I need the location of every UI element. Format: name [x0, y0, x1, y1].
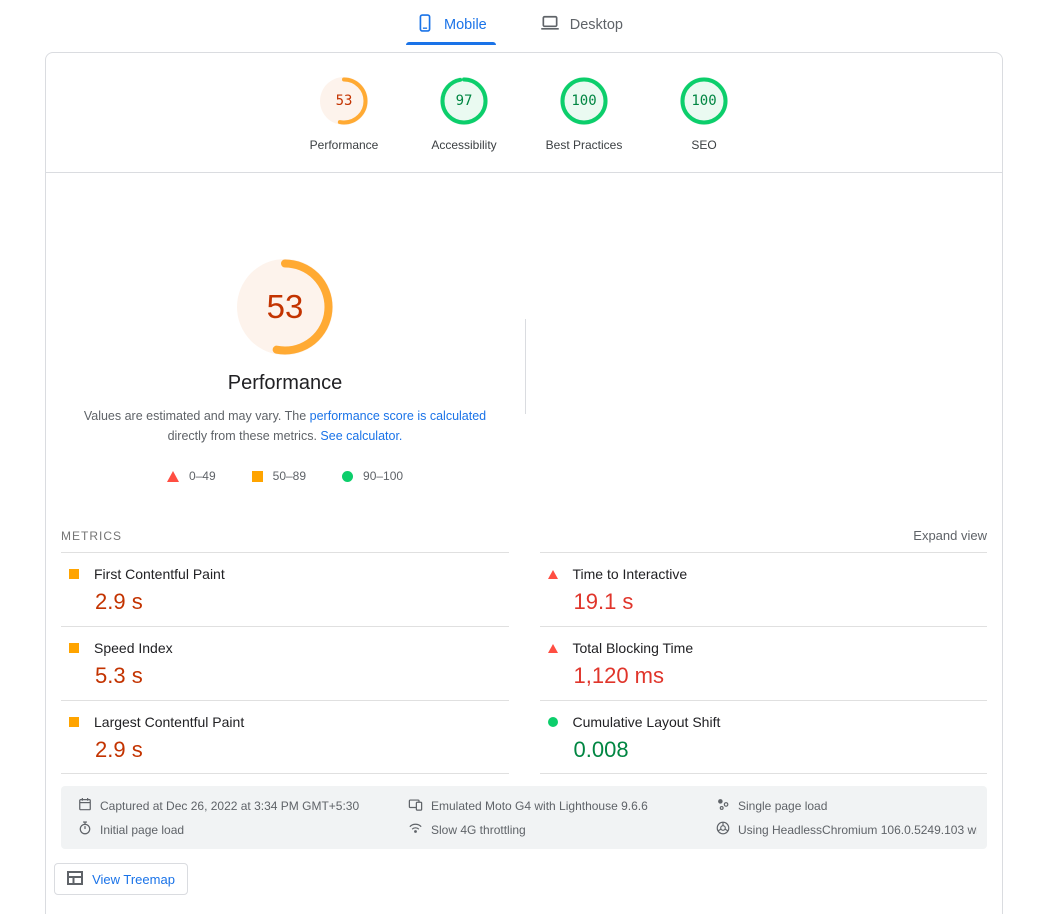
summary-left-column: 53 Performance Values are estimated and …: [46, 173, 524, 518]
metric-value: 19.1 s: [574, 589, 988, 615]
env-single-page-load: Single page load: [716, 797, 977, 814]
desktop-laptop-icon: [539, 13, 561, 38]
env-text: Slow 4G throttling: [431, 823, 526, 837]
metric-speed-index: Speed Index 5.3 s: [61, 626, 509, 700]
square-icon: [69, 717, 79, 727]
summary-description: Values are estimated and may vary. The p…: [70, 406, 500, 446]
legend-good-range: 90–100: [342, 469, 403, 483]
metric-value: 2.9 s: [95, 589, 509, 615]
metric-name: Speed Index: [94, 640, 173, 656]
devices-icon: [408, 797, 423, 814]
legend-fail-range: 0–49: [167, 469, 216, 483]
score-value: 100: [560, 77, 608, 125]
metric-name: Cumulative Layout Shift: [573, 714, 721, 730]
performance-summary: 53 Performance Values are estimated and …: [46, 173, 1002, 518]
tab-mobile-underline: [406, 42, 496, 45]
expand-view-button[interactable]: Expand view: [913, 528, 987, 543]
desc-text: directly from these metrics.: [168, 429, 321, 443]
score-value: 97: [440, 77, 488, 125]
vertical-divider: [525, 319, 526, 414]
big-gauge-score: 53: [237, 259, 333, 355]
device-tabs: Mobile Desktop: [0, 0, 1038, 45]
desc-text: Values are estimated and may vary. The: [84, 409, 310, 423]
stopwatch-icon: [78, 821, 92, 838]
metric-first-contentful-paint: First Contentful Paint 2.9 s: [61, 552, 509, 626]
tab-desktop-label: Desktop: [570, 17, 623, 33]
score-value: 53: [320, 77, 368, 125]
metric-time-to-interactive: Time to Interactive 19.1 s: [540, 552, 988, 626]
triangle-icon: [167, 471, 179, 482]
env-emulated-device: Emulated Moto G4 with Lighthouse 9.6.6: [408, 797, 716, 814]
summary-right-column: [524, 173, 1002, 518]
score-legend: 0–49 50–89 90–100: [167, 469, 403, 483]
page-load-icon: [716, 797, 730, 814]
legend-range-label: 90–100: [363, 469, 403, 483]
score-value: 100: [680, 77, 728, 125]
category-scores-row: 53 Performance 97 Accessibility 100: [46, 53, 1002, 172]
metrics-section: METRICS Expand view First Contentful Pai…: [46, 518, 1002, 774]
metric-total-blocking-time: Total Blocking Time 1,120 ms: [540, 626, 988, 700]
circle-icon: [342, 471, 353, 482]
score-calc-link[interactable]: performance score is calculated: [310, 409, 486, 423]
tab-mobile-label: Mobile: [444, 17, 487, 33]
metric-largest-contentful-paint: Largest Contentful Paint 2.9 s: [61, 700, 509, 774]
env-text: Single page load: [738, 799, 827, 813]
tab-mobile[interactable]: Mobile: [406, 13, 496, 45]
network-icon: [408, 821, 423, 838]
circle-icon: [548, 717, 558, 727]
env-browser: Using HeadlessChromium 106.0.5249.103 wi…: [716, 821, 977, 838]
calendar-icon: [78, 797, 92, 814]
metric-name: Total Blocking Time: [573, 640, 694, 656]
tab-desktop[interactable]: Desktop: [530, 13, 632, 45]
metrics-grid: First Contentful Paint 2.9 s Time to Int…: [61, 552, 987, 774]
triangle-icon: [548, 644, 558, 653]
score-label: SEO: [691, 138, 716, 152]
metric-value: 5.3 s: [95, 663, 509, 689]
chromium-icon: [716, 821, 730, 838]
triangle-icon: [548, 570, 558, 579]
summary-title: Performance: [228, 372, 343, 395]
score-gauge-seo[interactable]: 100 SEO: [656, 77, 752, 152]
report-card: 53 Performance 97 Accessibility 100: [45, 52, 1003, 914]
see-calculator-link[interactable]: See calculator.: [320, 429, 402, 443]
score-label: Best Practices: [546, 138, 623, 152]
metric-name: First Contentful Paint: [94, 566, 225, 582]
legend-range-label: 50–89: [273, 469, 306, 483]
square-icon: [252, 471, 263, 482]
metric-value: 2.9 s: [95, 737, 509, 763]
performance-big-gauge: 53: [237, 259, 333, 355]
metrics-heading: METRICS: [61, 529, 122, 543]
metric-value: 1,120 ms: [574, 663, 988, 689]
env-text: Emulated Moto G4 with Lighthouse 9.6.6: [431, 799, 648, 813]
square-icon: [69, 569, 79, 579]
treemap-button-label: View Treemap: [92, 872, 175, 887]
view-treemap-button[interactable]: View Treemap: [54, 863, 188, 895]
score-gauge-accessibility[interactable]: 97 Accessibility: [416, 77, 512, 152]
metric-cumulative-layout-shift: Cumulative Layout Shift 0.008: [540, 700, 988, 774]
legend-range-label: 0–49: [189, 469, 216, 483]
score-label: Accessibility: [431, 138, 496, 152]
env-throttling: Slow 4G throttling: [408, 821, 716, 838]
env-captured-at: Captured at Dec 26, 2022 at 3:34 PM GMT+…: [78, 797, 408, 814]
metric-name: Time to Interactive: [573, 566, 688, 582]
square-icon: [69, 643, 79, 653]
env-text: Initial page load: [100, 823, 184, 837]
env-text: Captured at Dec 26, 2022 at 3:34 PM GMT+…: [100, 799, 359, 813]
mobile-phone-icon: [415, 13, 435, 38]
env-text: Using HeadlessChromium 106.0.5249.103 wi…: [738, 823, 977, 837]
score-gauge-best-practices[interactable]: 100 Best Practices: [536, 77, 632, 152]
env-initial-page-load: Initial page load: [78, 821, 408, 838]
score-label: Performance: [310, 138, 379, 152]
environment-panel: Captured at Dec 26, 2022 at 3:34 PM GMT+…: [61, 786, 987, 849]
legend-average-range: 50–89: [252, 469, 306, 483]
treemap-icon: [67, 871, 83, 888]
metric-name: Largest Contentful Paint: [94, 714, 244, 730]
score-gauge-performance[interactable]: 53 Performance: [296, 77, 392, 152]
metric-value: 0.008: [574, 737, 988, 763]
